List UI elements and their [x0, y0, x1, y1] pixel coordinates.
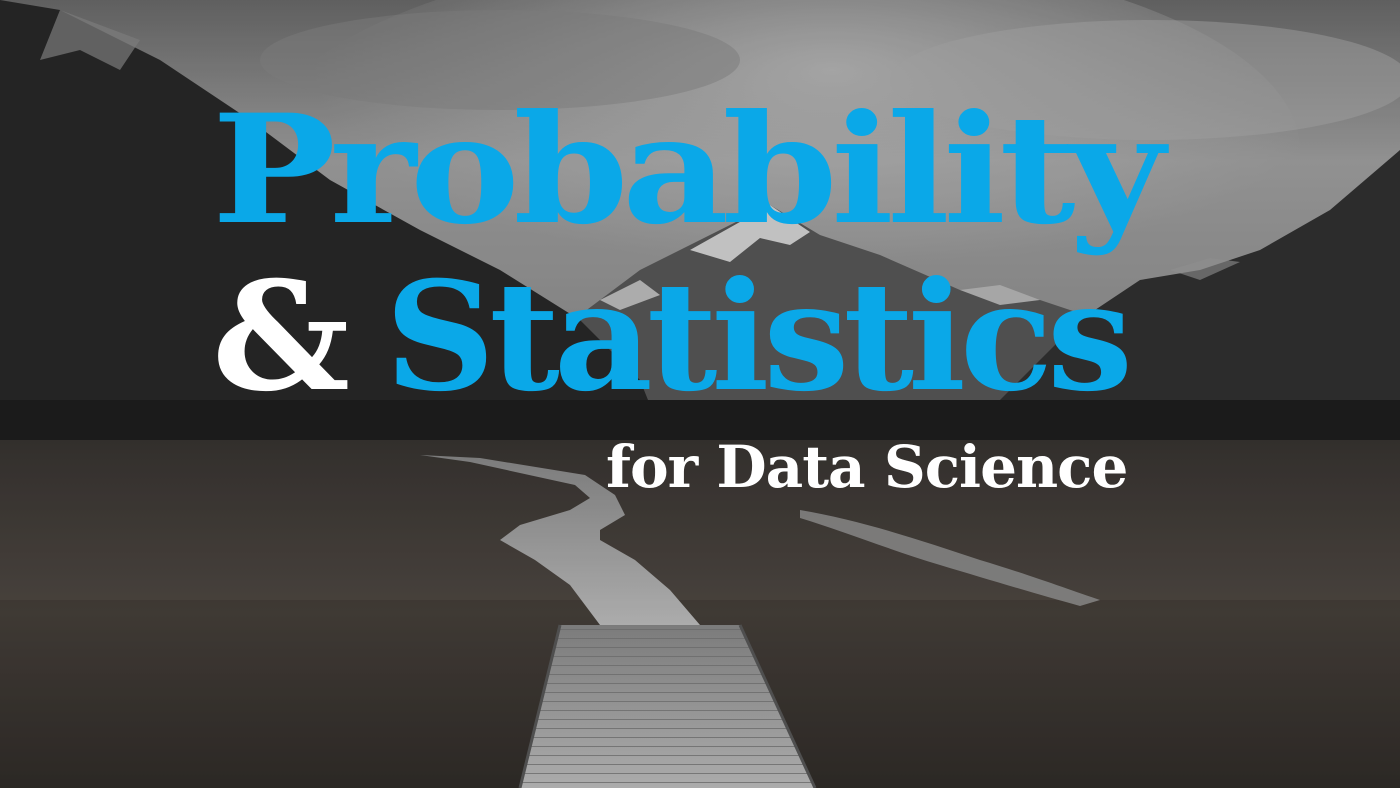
- boardwalk-planks: [520, 625, 815, 788]
- title-word-statistics: Statistics: [384, 249, 1133, 425]
- right-mountain: [1000, 150, 1400, 450]
- boardwalk-edge: [518, 624, 562, 788]
- boardwalk-edge: [738, 624, 817, 788]
- boardwalk: [420, 455, 700, 625]
- left-mountain: [0, 0, 660, 440]
- cloud: [260, 10, 740, 110]
- title-line-statistics: & Statistics: [212, 262, 1133, 412]
- title-line-probability: Probability: [212, 95, 1165, 245]
- cloud: [890, 20, 1400, 140]
- snow-patch: [960, 285, 1040, 305]
- stream: [800, 510, 1100, 606]
- right-mountain-snow: [1170, 258, 1240, 280]
- snow-cap: [690, 205, 810, 262]
- subtitle: for Data Science: [606, 433, 1128, 501]
- title-ampersand: &: [212, 249, 350, 425]
- snow-patch: [600, 280, 660, 310]
- snowy-peak: [560, 205, 1100, 400]
- left-mountain-snow: [40, 10, 140, 70]
- title-word-probability: Probability: [212, 82, 1165, 258]
